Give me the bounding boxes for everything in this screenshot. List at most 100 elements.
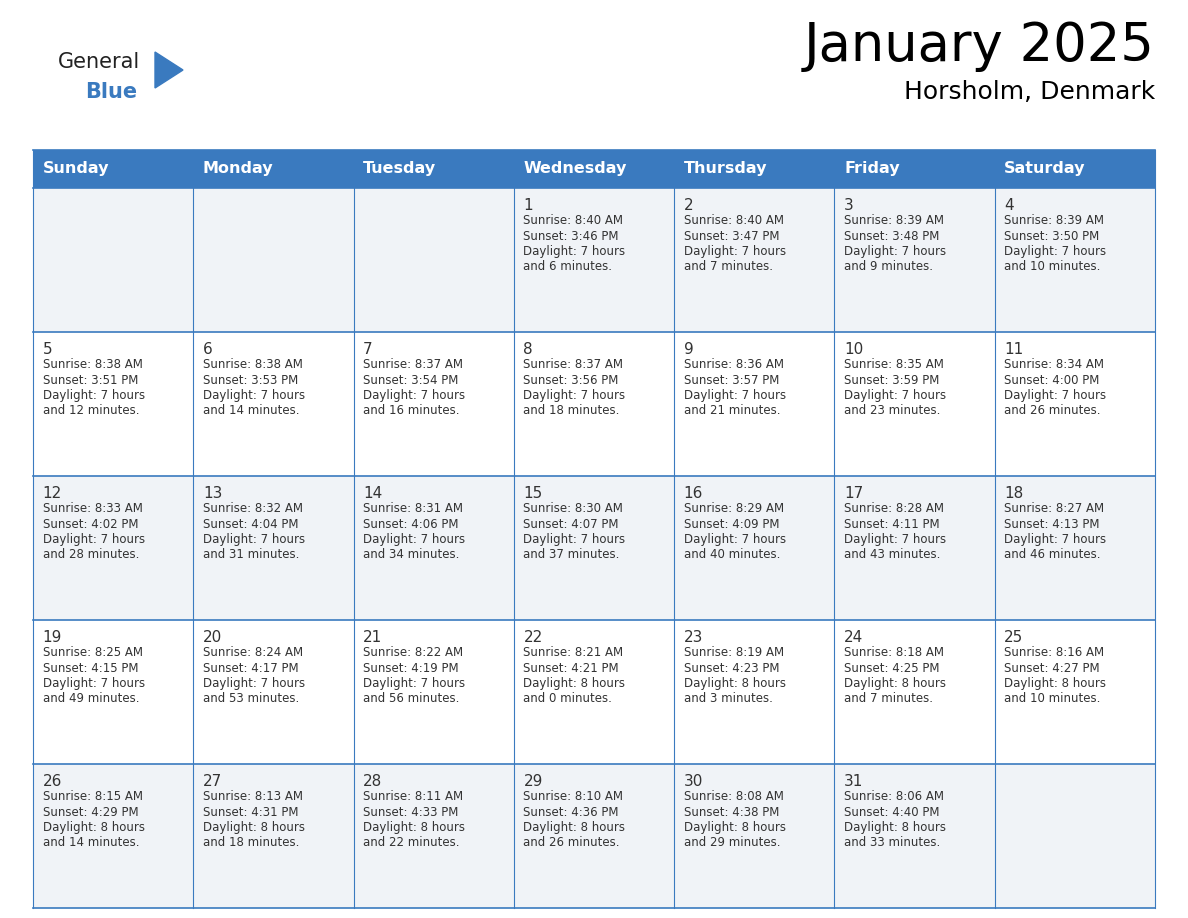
Text: Sunrise: 8:13 AM: Sunrise: 8:13 AM	[203, 790, 303, 803]
Text: Daylight: 7 hours: Daylight: 7 hours	[43, 533, 145, 546]
Text: 2: 2	[684, 198, 694, 213]
Text: Saturday: Saturday	[1004, 162, 1086, 176]
Text: Sunrise: 8:15 AM: Sunrise: 8:15 AM	[43, 790, 143, 803]
Text: 19: 19	[43, 630, 62, 645]
Text: Sunrise: 8:33 AM: Sunrise: 8:33 AM	[43, 502, 143, 515]
Text: and 0 minutes.: and 0 minutes.	[524, 692, 612, 706]
Text: Sunset: 4:25 PM: Sunset: 4:25 PM	[843, 662, 940, 675]
Bar	[194, 476, 354, 620]
Text: Daylight: 7 hours: Daylight: 7 hours	[43, 389, 145, 402]
Text: Sunrise: 8:40 AM: Sunrise: 8:40 AM	[524, 214, 624, 227]
Text: Sunset: 4:13 PM: Sunset: 4:13 PM	[1004, 518, 1100, 531]
Text: 30: 30	[684, 774, 703, 789]
Text: Daylight: 7 hours: Daylight: 7 hours	[364, 533, 466, 546]
Text: Sunrise: 8:08 AM: Sunrise: 8:08 AM	[684, 790, 784, 803]
Text: Daylight: 7 hours: Daylight: 7 hours	[1004, 533, 1106, 546]
Text: and 34 minutes.: and 34 minutes.	[364, 548, 460, 562]
Text: Sunday: Sunday	[43, 162, 109, 176]
Bar	[834, 620, 994, 764]
Text: Daylight: 8 hours: Daylight: 8 hours	[843, 677, 946, 690]
Bar	[354, 188, 514, 332]
Text: 1: 1	[524, 198, 533, 213]
Bar	[834, 150, 994, 188]
Text: Sunset: 4:27 PM: Sunset: 4:27 PM	[1004, 662, 1100, 675]
Text: 11: 11	[1004, 342, 1024, 357]
Text: and 21 minutes.: and 21 minutes.	[684, 405, 781, 418]
Text: and 9 minutes.: and 9 minutes.	[843, 261, 933, 274]
Text: and 37 minutes.: and 37 minutes.	[524, 548, 620, 562]
Text: and 7 minutes.: and 7 minutes.	[684, 261, 772, 274]
Text: 7: 7	[364, 342, 373, 357]
Text: Sunrise: 8:16 AM: Sunrise: 8:16 AM	[1004, 646, 1105, 659]
Bar	[674, 332, 834, 476]
Text: Sunset: 4:23 PM: Sunset: 4:23 PM	[684, 662, 779, 675]
Text: 16: 16	[684, 486, 703, 501]
Text: Sunset: 4:19 PM: Sunset: 4:19 PM	[364, 662, 459, 675]
Text: Sunset: 3:56 PM: Sunset: 3:56 PM	[524, 374, 619, 386]
Bar	[834, 332, 994, 476]
Text: General: General	[58, 52, 140, 72]
Text: and 29 minutes.: and 29 minutes.	[684, 836, 781, 849]
Text: and 26 minutes.: and 26 minutes.	[524, 836, 620, 849]
Text: Sunrise: 8:28 AM: Sunrise: 8:28 AM	[843, 502, 944, 515]
Text: Sunset: 4:09 PM: Sunset: 4:09 PM	[684, 518, 779, 531]
Text: Sunset: 3:48 PM: Sunset: 3:48 PM	[843, 230, 940, 242]
Text: Daylight: 8 hours: Daylight: 8 hours	[203, 821, 305, 834]
Text: 31: 31	[843, 774, 864, 789]
Text: 21: 21	[364, 630, 383, 645]
Text: Daylight: 8 hours: Daylight: 8 hours	[1004, 677, 1106, 690]
Text: and 56 minutes.: and 56 minutes.	[364, 692, 460, 706]
Text: Sunset: 4:11 PM: Sunset: 4:11 PM	[843, 518, 940, 531]
Bar	[834, 764, 994, 908]
Bar	[834, 476, 994, 620]
Text: Sunrise: 8:29 AM: Sunrise: 8:29 AM	[684, 502, 784, 515]
Bar	[194, 332, 354, 476]
Bar	[514, 476, 674, 620]
Text: Sunrise: 8:10 AM: Sunrise: 8:10 AM	[524, 790, 624, 803]
Text: Sunrise: 8:38 AM: Sunrise: 8:38 AM	[43, 358, 143, 371]
Text: and 22 minutes.: and 22 minutes.	[364, 836, 460, 849]
Text: 13: 13	[203, 486, 222, 501]
Text: Sunset: 3:59 PM: Sunset: 3:59 PM	[843, 374, 940, 386]
Text: Daylight: 7 hours: Daylight: 7 hours	[684, 533, 786, 546]
Text: January 2025: January 2025	[804, 20, 1155, 72]
Text: 22: 22	[524, 630, 543, 645]
Text: 28: 28	[364, 774, 383, 789]
Text: Blue: Blue	[86, 82, 137, 102]
Bar	[354, 476, 514, 620]
Text: and 12 minutes.: and 12 minutes.	[43, 405, 139, 418]
Text: Sunrise: 8:19 AM: Sunrise: 8:19 AM	[684, 646, 784, 659]
Text: and 18 minutes.: and 18 minutes.	[524, 405, 620, 418]
Text: Sunrise: 8:39 AM: Sunrise: 8:39 AM	[1004, 214, 1105, 227]
Text: Daylight: 7 hours: Daylight: 7 hours	[684, 245, 786, 258]
Text: Tuesday: Tuesday	[364, 162, 436, 176]
Text: Sunrise: 8:27 AM: Sunrise: 8:27 AM	[1004, 502, 1105, 515]
Bar	[994, 620, 1155, 764]
Bar	[33, 476, 194, 620]
Text: and 23 minutes.: and 23 minutes.	[843, 405, 941, 418]
Text: 3: 3	[843, 198, 854, 213]
Text: 25: 25	[1004, 630, 1024, 645]
Text: Daylight: 7 hours: Daylight: 7 hours	[203, 677, 305, 690]
Text: Sunrise: 8:18 AM: Sunrise: 8:18 AM	[843, 646, 944, 659]
Text: Sunset: 4:17 PM: Sunset: 4:17 PM	[203, 662, 298, 675]
Text: 20: 20	[203, 630, 222, 645]
Text: Daylight: 7 hours: Daylight: 7 hours	[43, 677, 145, 690]
Text: 18: 18	[1004, 486, 1024, 501]
Text: Daylight: 7 hours: Daylight: 7 hours	[203, 389, 305, 402]
Text: Daylight: 7 hours: Daylight: 7 hours	[843, 533, 946, 546]
Text: Sunset: 4:15 PM: Sunset: 4:15 PM	[43, 662, 138, 675]
Bar	[354, 332, 514, 476]
Text: Sunset: 4:29 PM: Sunset: 4:29 PM	[43, 805, 138, 819]
Bar	[834, 188, 994, 332]
Text: Sunset: 4:02 PM: Sunset: 4:02 PM	[43, 518, 138, 531]
Text: and 46 minutes.: and 46 minutes.	[1004, 548, 1101, 562]
Text: and 16 minutes.: and 16 minutes.	[364, 405, 460, 418]
Bar	[514, 188, 674, 332]
Bar	[674, 188, 834, 332]
Bar	[674, 150, 834, 188]
Text: 29: 29	[524, 774, 543, 789]
Text: 17: 17	[843, 486, 864, 501]
Text: Sunset: 4:21 PM: Sunset: 4:21 PM	[524, 662, 619, 675]
Text: Sunset: 4:06 PM: Sunset: 4:06 PM	[364, 518, 459, 531]
